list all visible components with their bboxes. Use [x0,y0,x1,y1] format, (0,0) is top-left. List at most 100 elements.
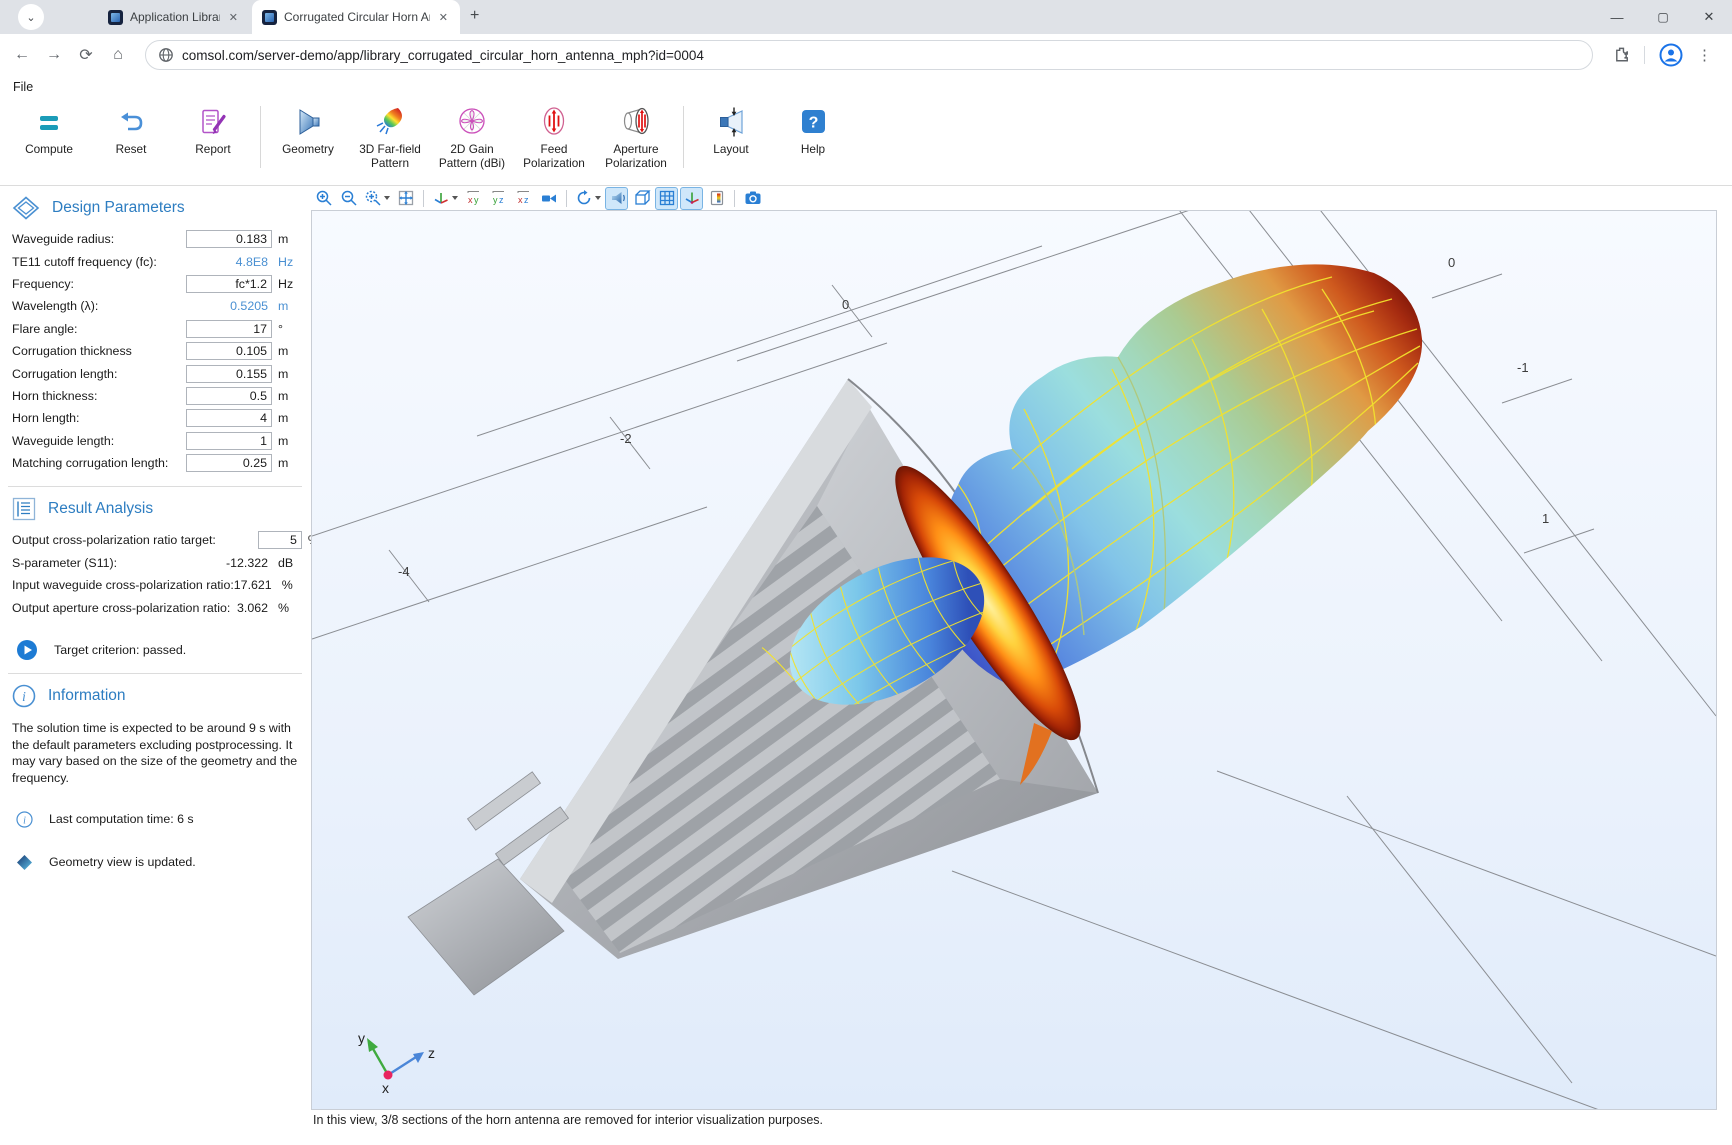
zoom-in-button[interactable] [312,187,335,210]
param-label: Horn length: [12,411,80,426]
corrugation-length-input[interactable] [186,364,272,383]
zoom-box-button[interactable] [362,187,392,210]
layout-button[interactable]: Layout [690,104,772,157]
show-geometry-button[interactable] [605,186,628,210]
forward-icon[interactable]: → [46,46,62,63]
result-unit: % [278,600,290,615]
rotate-button[interactable] [573,187,603,210]
zoom-extents-button[interactable] [394,187,417,210]
close-button[interactable]: ✕ [1703,9,1715,24]
horn-thickness-input[interactable] [186,386,272,405]
color-legend-button[interactable] [705,187,728,210]
feed-polarization-icon [537,104,571,140]
reload-icon[interactable]: ⟳ [79,47,93,64]
tab-search-button[interactable]: ⌄ [18,4,44,30]
flare-angle-input[interactable] [186,319,272,338]
axis-tick-label: -1 [1517,360,1529,375]
back-icon[interactable]: ← [14,46,30,63]
tab-application-library[interactable]: Application Library | COMSOL S ✕ [98,0,250,34]
result-row: Output cross-polarization ratio target: … [0,529,319,551]
close-tab-icon[interactable]: ✕ [228,11,238,24]
cross-polarization-target-input[interactable] [257,531,302,550]
horn-length-input[interactable] [186,409,272,428]
param-unit: m [278,388,289,403]
profile-avatar[interactable] [1659,43,1683,67]
frequency-input[interactable] [186,274,272,293]
result-row: S-parameter (S11): -12.322 dB [0,552,310,574]
info-small-icon: i [16,811,33,828]
graphics-toolbar: x y y z x z [312,186,1715,210]
target-criterion-row: Target criterion: passed. [16,639,310,661]
result-label: S-parameter (S11): [12,555,118,570]
gain-pattern-2d-button[interactable]: 2D Gain Pattern (dBi) [431,104,513,171]
last-computation-row: i Last computation time: 6 s [16,811,310,828]
section-title: Design Parameters [52,199,185,216]
param-unit: m [278,299,289,314]
scene-light-button[interactable] [537,187,560,210]
ribbon-separator [260,106,261,168]
feed-polarization-button[interactable]: Feed Polarization [513,104,595,171]
param-unit: ° [278,321,283,336]
param-unit: Hz [278,276,294,291]
comsol-favicon [262,9,277,25]
svg-text:z: z [499,195,504,205]
far-field-3d-button[interactable]: 3D Far-field Pattern [349,104,431,171]
help-button[interactable]: ? Help [772,104,854,157]
home-icon[interactable]: ⌂ [113,46,123,63]
view-xz-button[interactable]: x z [512,187,535,210]
geometry-button[interactable]: Geometry [267,104,349,157]
parameters-sidebar: Design Parameters Waveguide radius: m TE… [0,186,319,1116]
param-label: Waveguide radius: [12,232,115,247]
svg-text:?: ? [809,115,819,132]
extensions-icon[interactable] [1612,46,1630,64]
param-label: Wavelength (λ): [12,299,99,314]
screenshot-button[interactable] [741,187,764,210]
address-bar[interactable]: comsol.com/server-demo/app/library_corru… [145,40,1593,70]
corrugation-thickness-input[interactable] [186,342,272,361]
report-icon [196,104,230,140]
aperture-polarization-button[interactable]: Aperture Polarization [595,104,677,171]
toolbar-separator [566,189,567,207]
default-view-button[interactable] [430,187,460,210]
compute-button[interactable]: Compute [8,104,90,157]
show-axes-button[interactable] [680,186,703,210]
svg-text:z: z [524,195,529,205]
target-criterion-text: Target criterion: passed. [54,642,187,657]
window-controls: — ▢ ✕ [1594,0,1732,34]
param-row: Horn length: m [0,407,310,429]
minimize-button[interactable]: — [1610,9,1624,25]
param-unit: m [278,366,289,381]
svg-text:x: x [518,195,523,205]
waveguide-length-input[interactable] [186,431,272,450]
new-tab-button[interactable]: + [470,7,480,24]
file-menu[interactable]: File [13,80,34,94]
section-title: Information [48,686,126,704]
app-ribbon: Compute Reset Report Geometry [0,98,1732,186]
view-xy-button[interactable]: x y [462,187,485,210]
menu-dots-icon[interactable]: ⋮ [1697,47,1712,64]
information-body: The solution time is expected to be arou… [12,720,298,786]
url-text: comsol.com/server-demo/app/library_corru… [182,47,704,63]
axis-tick-labels: 0 -2 -4 0 -1 1 [398,255,1549,579]
report-button[interactable]: Report [172,104,254,157]
tab-corrugated-horn[interactable]: Corrugated Circular Horn Anten ✕ [252,0,460,34]
waveguide-radius-input[interactable] [186,230,272,249]
transparency-button[interactable] [630,187,653,210]
triad-z-label: z [428,1045,435,1061]
show-grid-button[interactable] [655,186,678,210]
reset-button[interactable]: Reset [90,104,172,157]
param-unit: m [278,344,289,359]
param-unit: m [278,411,289,426]
section-divider [8,486,302,488]
matching-corrugation-length-input[interactable] [186,454,272,473]
graphics-viewport[interactable]: 0 -2 -4 0 -1 1 [311,165,1717,1112]
view-yz-button[interactable]: y z [487,187,510,210]
zoom-out-button[interactable] [337,187,360,210]
section-title: Result Analysis [48,500,154,518]
maximize-button[interactable]: ▢ [1657,10,1669,24]
svg-text:y: y [493,195,498,205]
close-tab-icon[interactable]: ✕ [438,11,448,24]
layout-icon [714,104,748,140]
param-label: Matching corrugation length: [12,456,169,471]
